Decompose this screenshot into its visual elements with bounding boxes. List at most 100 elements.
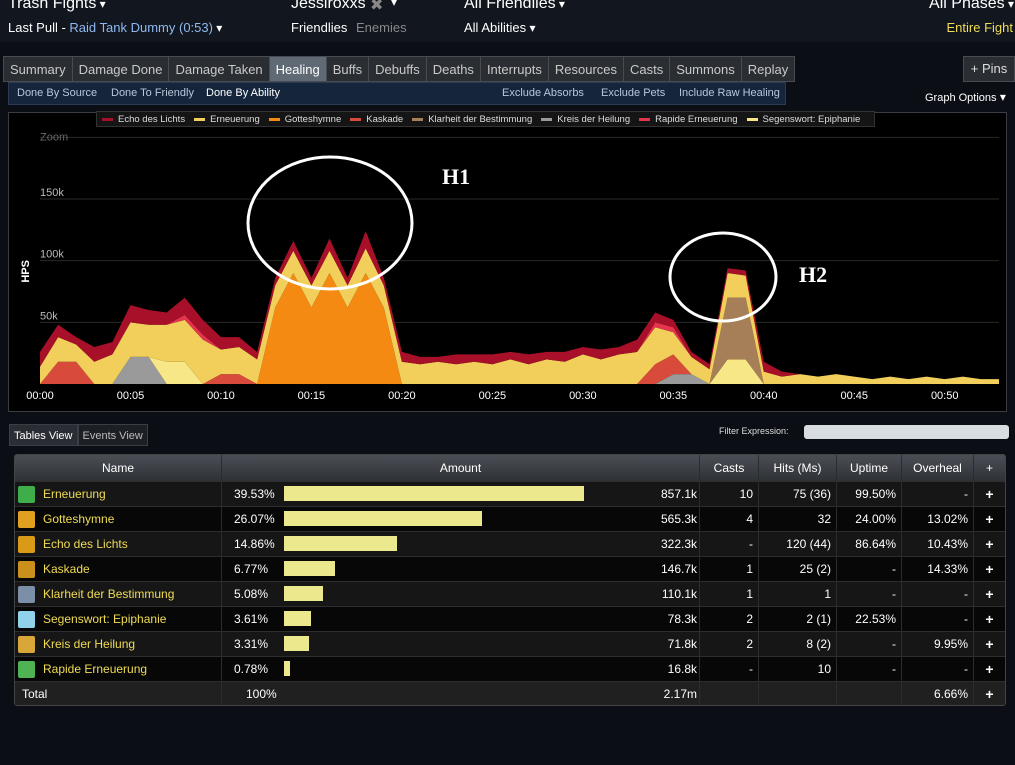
uptime-value: - bbox=[892, 587, 896, 601]
ability-name[interactable]: Rapide Erneuerung bbox=[43, 662, 148, 676]
done-by-ability-link[interactable]: Done By Ability bbox=[206, 87, 280, 99]
report-selector[interactable]: Trash Fights bbox=[8, 0, 106, 13]
events-view-tab[interactable]: Events View bbox=[77, 424, 148, 446]
expand-row-button[interactable]: + bbox=[985, 586, 994, 602]
expand-row-button[interactable]: + bbox=[985, 611, 994, 627]
table-row[interactable]: Segenswort: Epiphanie 3.61% 78.3k 2 2 (1) 22.… bbox=[15, 606, 1005, 631]
expand-row-button[interactable]: + bbox=[985, 661, 994, 677]
expand-row-button[interactable]: + bbox=[985, 561, 994, 577]
exclude-absorbs-toggle[interactable]: Exclude Absorbs bbox=[502, 87, 584, 99]
column-header-name[interactable]: Name bbox=[101, 461, 134, 475]
amount-bar bbox=[284, 561, 335, 576]
table-row[interactable]: Gotteshymne 26.07% 565.3k 4 32 24.00% 13.02% + bbox=[15, 506, 1005, 531]
enemies-toggle[interactable]: Enemies bbox=[356, 20, 407, 35]
casts-value: - bbox=[749, 662, 753, 676]
ability-name[interactable]: Kaskade bbox=[43, 562, 90, 576]
casts-value: 2 bbox=[746, 612, 753, 626]
expand-row-button[interactable]: + bbox=[985, 511, 994, 527]
table-row[interactable]: Kreis der Heilung 3.31% 71.8k 2 8 (2) - 9.95% + bbox=[15, 631, 1005, 656]
tab-deaths[interactable]: Deaths bbox=[425, 56, 480, 82]
done-by-source-link[interactable]: Done By Source bbox=[17, 87, 98, 99]
expand-row-button[interactable]: + bbox=[985, 636, 994, 652]
x-tick-label: 00:05 bbox=[117, 390, 145, 402]
ability-name[interactable]: Gotteshymne bbox=[43, 512, 115, 526]
legend-item[interactable]: Rapide Erneuerung bbox=[639, 114, 738, 125]
view-tabs: Tables View Events View bbox=[9, 424, 148, 446]
pins-button[interactable]: + Pins bbox=[963, 56, 1015, 82]
table-row[interactable]: Rapide Erneuerung 0.78% 16.8k - 10 - - + bbox=[15, 656, 1005, 681]
tab-damage-done[interactable]: Damage Done bbox=[71, 56, 169, 82]
expand-row-button[interactable]: + bbox=[985, 486, 994, 502]
total-amount: 2.17m bbox=[663, 687, 697, 701]
column-divider bbox=[973, 455, 974, 705]
annotation-h2: H2 bbox=[799, 262, 827, 287]
legend-item[interactable]: Echo des Lichts bbox=[102, 114, 185, 125]
column-divider bbox=[699, 455, 700, 705]
tab-summons[interactable]: Summons bbox=[669, 56, 741, 82]
tables-view-tab[interactable]: Tables View bbox=[9, 424, 78, 446]
ability-name[interactable]: Erneuerung bbox=[43, 487, 106, 501]
x-tick-label: 00:20 bbox=[388, 390, 416, 402]
ability-name[interactable]: Segenswort: Epiphanie bbox=[43, 612, 167, 626]
tab-damage-taken[interactable]: Damage Taken bbox=[168, 56, 269, 82]
column-header-plus[interactable]: + bbox=[985, 461, 993, 475]
hits-value: 32 bbox=[817, 512, 831, 526]
overheal-value: 10.43% bbox=[927, 537, 968, 551]
table-row[interactable]: Kaskade 6.77% 146.7k 1 25 (2) - 14.33% + bbox=[15, 556, 1005, 581]
tab-debuffs[interactable]: Debuffs bbox=[368, 56, 426, 82]
legend-item[interactable]: Klarheit der Bestimmung bbox=[412, 114, 532, 125]
column-header-hits[interactable]: Hits (Ms) bbox=[773, 461, 822, 475]
ability-name[interactable]: Echo des Lichts bbox=[43, 537, 128, 551]
amount-bar bbox=[284, 511, 482, 526]
include-raw-healing-toggle[interactable]: Include Raw Healing bbox=[679, 87, 780, 99]
column-header-overheal[interactable]: Overheal bbox=[913, 461, 962, 475]
column-header-casts[interactable]: Casts bbox=[713, 461, 745, 475]
hits-value: 75 (36) bbox=[792, 487, 831, 501]
legend-swatch bbox=[639, 117, 651, 121]
filter-expression-input[interactable] bbox=[804, 425, 1009, 439]
table-row[interactable]: Echo des Lichts 14.86% 322.3k - 120 (44) 86.6… bbox=[15, 531, 1005, 556]
player-dropdown-icon[interactable]: ▾ bbox=[391, 0, 398, 9]
phase-scope[interactable]: Entire Fight bbox=[946, 20, 1013, 35]
legend-item[interactable]: Gotteshymne bbox=[268, 114, 341, 125]
clear-player-icon[interactable]: ✖ bbox=[370, 0, 384, 14]
holy-word-icon bbox=[18, 611, 35, 628]
tab-casts[interactable]: Casts bbox=[623, 56, 670, 82]
legend-item[interactable]: Kaskade bbox=[350, 114, 403, 125]
table-total-row: Total 100% 2.17m 6.66% + bbox=[15, 681, 1005, 705]
fight-selector[interactable]: Last Pull - Raid Tank Dummy (0:53) bbox=[8, 20, 222, 35]
tab-summary[interactable]: Summary bbox=[3, 56, 72, 82]
ability-name[interactable]: Kreis der Heilung bbox=[43, 637, 136, 651]
amount-percent: 6.77% bbox=[234, 562, 269, 576]
legend-swatch bbox=[746, 117, 758, 121]
tab-resources[interactable]: Resources bbox=[547, 56, 623, 82]
friendlies-toggle[interactable]: Friendlies bbox=[291, 20, 348, 35]
uptime-value: 24.00% bbox=[855, 512, 896, 526]
column-header-amount[interactable]: Amount bbox=[439, 461, 482, 475]
done-to-friendly-link[interactable]: Done To Friendly bbox=[111, 87, 194, 99]
player-name[interactable]: Jessiroxxs bbox=[291, 0, 366, 12]
expand-row-button[interactable]: + bbox=[985, 536, 994, 552]
tab-replay[interactable]: Replay bbox=[740, 56, 796, 82]
exclude-pets-toggle[interactable]: Exclude Pets bbox=[601, 87, 666, 99]
abilities-filter[interactable]: All Abilities bbox=[464, 20, 536, 35]
expand-total-button[interactable]: + bbox=[985, 686, 994, 702]
amount-value: 146.7k bbox=[660, 562, 697, 576]
ability-name[interactable]: Klarheit der Bestimmung bbox=[43, 587, 175, 601]
amount-bar bbox=[284, 536, 397, 551]
legend-label: Segenswort: Epiphanie bbox=[762, 113, 861, 125]
legend-swatch bbox=[102, 117, 113, 121]
column-header-uptime[interactable]: Uptime bbox=[849, 461, 888, 475]
tab-buffs[interactable]: Buffs bbox=[325, 56, 369, 82]
graph-options-button[interactable]: Graph Options bbox=[925, 90, 1006, 104]
friendlies-filter[interactable]: All Friendlies bbox=[464, 0, 565, 13]
tab-healing[interactable]: Healing bbox=[268, 56, 326, 82]
tab-interrupts[interactable]: Interrupts bbox=[479, 56, 548, 82]
table-row[interactable]: Erneuerung 39.53% 857.1k 10 75 (36) 99.50% - + bbox=[15, 481, 1005, 506]
legend-item[interactable]: Segenswort: Epiphanie bbox=[746, 113, 861, 125]
legend-item[interactable]: Kreis der Heilung bbox=[541, 114, 630, 125]
healing-graph[interactable]: 0k50k100k150kZoomHPS00:0000:0500:1000:15… bbox=[8, 112, 1007, 412]
table-row[interactable]: Klarheit der Bestimmung 5.08% 110.1k 1 1 - - + bbox=[15, 581, 1005, 606]
legend-item[interactable]: Erneuerung bbox=[194, 114, 260, 125]
phases-filter[interactable]: All Phases bbox=[929, 0, 1014, 13]
